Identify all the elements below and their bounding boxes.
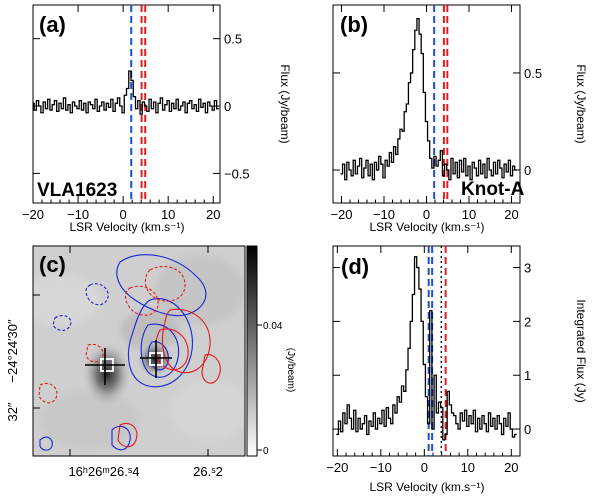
- colorbar-tick-0.04: 0.04: [263, 321, 283, 332]
- panel-b-tag: (b): [340, 12, 368, 37]
- panel-a-xtick-label: −20: [22, 207, 44, 222]
- panel-b: −20 −10 0 10 20 0.5 0 (b) Knot-A LSR Velocity …: [330, 4, 588, 234]
- panel-a-xtick-label: 20: [206, 207, 220, 222]
- panel-a-marks: −20 −10 0 10 20 0.5 0 −0.5: [22, 5, 250, 222]
- panel-d-tag: (d): [341, 254, 369, 279]
- panel-d-xlabel: LSR Velocity (km.s⁻¹): [369, 480, 484, 494]
- panel-c-dec-label: −24°24′30″: [5, 319, 20, 383]
- panel-d-ytick-label: 2: [524, 314, 531, 329]
- panel-d-frame: [332, 245, 521, 457]
- panel-a-plot-area: [33, 5, 219, 203]
- panel-c-frame: [32, 245, 246, 457]
- panel-a-xtick-label: 10: [161, 207, 175, 222]
- panel-a-ytick-label: 0.5: [224, 32, 242, 47]
- panel-a-source-name: VLA1623: [37, 180, 117, 201]
- panel-a-xtick-label: 0: [120, 207, 127, 222]
- panel-c-ticks: [33, 246, 209, 456]
- panel-b-marks: −20 −10 0 10 20 0.5 0: [330, 5, 542, 222]
- panel-b-plot-area: [340, 5, 517, 203]
- panel-c-ra-label-2: 26.ˢ2: [193, 464, 223, 479]
- panel-b-spectrum: [340, 17, 517, 181]
- panel-c-ra-label-1: 16ʰ26ᵐ26.ˢ4: [68, 464, 139, 479]
- panel-c-tag: (c): [39, 252, 66, 277]
- panel-a-ylabel: Flux (Jy/beam): [278, 64, 292, 143]
- panel-d-xtick-label: −10: [370, 460, 392, 475]
- panel-d-xtick-label: 10: [461, 460, 475, 475]
- panel-b-xtick-label: 20: [504, 207, 518, 222]
- panel-d-xtick-label: 0: [421, 460, 428, 475]
- panel-a-ytick-label: 0: [224, 99, 231, 114]
- panel-d-ytick-label: 0: [524, 422, 531, 437]
- panel-a-xtick-label: −10: [67, 207, 89, 222]
- colorbar-tick-0: 0: [263, 446, 269, 457]
- panel-b-xtick-label: 0: [423, 207, 430, 222]
- panel-a-frame: [32, 4, 221, 204]
- panel-b-xtick-label: −20: [330, 207, 352, 222]
- panel-a-tag: (a): [39, 12, 66, 37]
- panel-c-image: [33, 246, 245, 456]
- panel-d-ytick-label: 1: [524, 368, 531, 383]
- panel-c: (c) −24°24′30″ 32″ 16ʰ26ᵐ26.ˢ4 26.ˢ2 0.0…: [5, 245, 296, 479]
- panel-b-xtick-label: −10: [373, 207, 395, 222]
- panel-d-ytick-label: 3: [524, 261, 531, 276]
- colorbar: [246, 245, 258, 457]
- panel-d-xtick-label: 20: [504, 460, 518, 475]
- source-crosses: [85, 340, 172, 385]
- panel-a-spectrum: [33, 70, 219, 115]
- panel-b-source-name: Knot-A: [461, 179, 525, 200]
- panel-a-ytick-label: −0.5: [224, 166, 250, 181]
- panel-b-xlabel: LSR Velocity (km.s⁻¹): [369, 220, 484, 234]
- panel-d-xtick-label: −20: [326, 460, 348, 475]
- panel-b-xtick-label: 10: [462, 207, 476, 222]
- source-vla1623-emission: [83, 342, 131, 406]
- panel-d-spectrum: [336, 256, 517, 441]
- panel-b-ytick-label: 0.5: [524, 66, 542, 81]
- panel-b-ylabel: Flux (Jy/beam): [574, 64, 588, 143]
- panel-b-ytick-label: 0: [524, 163, 531, 178]
- colorbar-title: (Jy/beam): [285, 348, 296, 392]
- panel-a-xlabel: LSR Velocity (km.s⁻¹): [69, 220, 184, 234]
- panel-d-plot-area: [336, 246, 517, 456]
- panel-d-ylabel: Integrated Flux (Jy): [574, 299, 588, 402]
- panel-c-dec-label-2: 32″: [5, 402, 20, 421]
- panel-a: −20 −10 0 10 20 0.5 0 −0.5 (a) VLA1623 LSR Velo…: [22, 4, 292, 234]
